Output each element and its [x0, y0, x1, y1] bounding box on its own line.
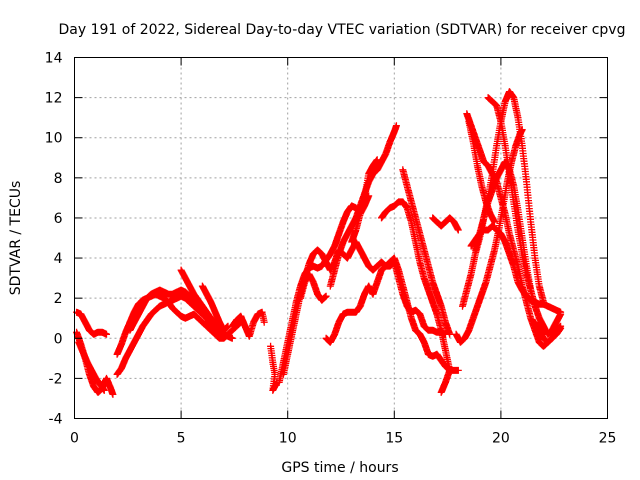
series-arc-18: [399, 166, 454, 338]
y-tick-label: 10: [45, 131, 63, 147]
y-tick-label: -4: [49, 412, 63, 428]
x-tick-label: 15: [385, 431, 403, 447]
y-tick-label: 2: [54, 291, 63, 307]
plot-frame: [74, 57, 608, 419]
y-tick-label: 12: [45, 91, 63, 107]
series-arc-8: [198, 282, 228, 334]
axis-ticks: [74, 57, 608, 419]
data-point-crosses: [348, 156, 381, 246]
data-point-crosses: [322, 254, 462, 374]
x-tick-label: 5: [177, 431, 186, 447]
data-point-crosses: [531, 318, 565, 346]
grid-lines: [74, 57, 608, 419]
series-arc-9: [228, 308, 268, 340]
chart-title: Day 191 of 2022, Sidereal Day-to-day VTE…: [59, 22, 626, 38]
x-tick-label: 20: [492, 431, 510, 447]
data-point-crosses: [177, 266, 223, 332]
y-tick-label: 4: [54, 251, 63, 267]
data-point-crosses: [452, 126, 526, 346]
y-tick-labels: -4 -2 0 2 4 6 8 10 12 14: [45, 51, 63, 428]
data-point-crosses: [73, 308, 110, 338]
series-arc-3: [75, 338, 108, 394]
series-arc-27: [531, 318, 565, 346]
series-arc-16: [348, 156, 381, 246]
series-arc-14: [322, 254, 462, 374]
data-point-crosses: [267, 342, 281, 394]
data-point-crosses: [297, 270, 330, 304]
x-tick-label: 0: [70, 431, 79, 447]
x-axis-label: GPS time / hours: [281, 460, 398, 476]
data-point-crosses: [198, 282, 228, 334]
data-point-crosses: [73, 328, 117, 398]
series-arc-20: [452, 126, 526, 346]
series-arc-26: [465, 118, 498, 226]
series-arc-13: [297, 270, 330, 304]
series-arc-17: [378, 198, 454, 396]
y-tick-label: 8: [54, 171, 63, 187]
series-arc-1: [73, 308, 110, 338]
x-tick-label: 10: [279, 431, 297, 447]
series-arc-2: [73, 328, 117, 398]
x-tick-label: 25: [599, 431, 617, 447]
series-arc-19: [429, 214, 462, 234]
y-tick-label: -2: [49, 371, 63, 387]
data-point-crosses: [484, 94, 535, 294]
data-point-crosses: [378, 198, 454, 396]
x-tick-labels: 0 5 10 15 20 25: [70, 431, 616, 447]
data-point-crosses: [429, 214, 462, 234]
y-tick-label: 14: [45, 51, 63, 67]
data-point-crosses: [399, 166, 454, 338]
series-arc-25: [484, 94, 535, 294]
series-arc-7: [177, 266, 223, 332]
y-axis-label: SDTVAR / TECUs: [8, 181, 24, 296]
data-point-crosses: [228, 308, 268, 340]
data-point-crosses: [465, 118, 498, 226]
y-tick-label: 0: [54, 331, 63, 347]
data-marks: [73, 88, 565, 398]
data-point-crosses: [75, 338, 108, 394]
series-arc-10: [267, 342, 281, 394]
y-tick-label: 6: [54, 211, 63, 227]
